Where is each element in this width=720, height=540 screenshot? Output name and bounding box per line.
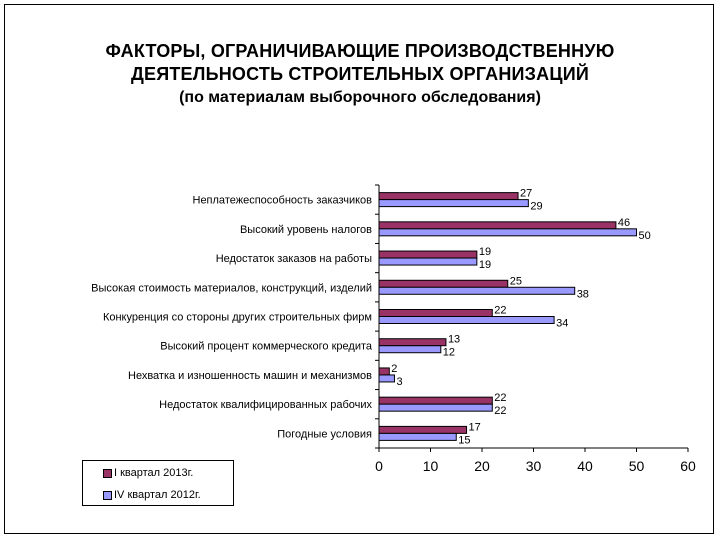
category-label: Высокая стоимость материалов, конструкци… (91, 282, 372, 294)
bar-series-2 (378, 257, 478, 266)
legend-item-series-2: IV квартал 2012г. (103, 489, 201, 501)
data-label-series-1: 22 (494, 305, 506, 317)
data-label-series-2: 34 (556, 318, 568, 330)
bar-series-1 (378, 367, 390, 376)
bar-series-1 (378, 425, 468, 434)
data-label-series-1: 13 (448, 334, 460, 346)
data-label-series-2: 19 (479, 259, 491, 271)
x-tick-label: 20 (474, 458, 490, 474)
category-label: Недостаток заказов на работы (216, 253, 372, 265)
x-tick-label: 30 (526, 458, 542, 474)
category-label: Погодные условия (277, 428, 372, 440)
bar-series-2 (378, 199, 529, 208)
data-label-series-1: 46 (618, 217, 630, 229)
chart-title-line-1: ФАКТОРЫ, ОГРАНИЧИВАЮЩИЕ ПРОИЗВОДСТВЕННУЮ (105, 41, 615, 61)
chart-subtitle: (по материалам выборочного обследования) (179, 89, 541, 106)
legend-label-series-2: IV квартал 2012г. (114, 489, 201, 501)
category-label: Высокий уровень налогов (240, 224, 372, 236)
data-label-series-1: 2 (391, 363, 397, 375)
bar-series-1 (378, 396, 493, 405)
data-label-series-1: 27 (520, 188, 532, 200)
bar-series-1 (378, 279, 509, 288)
slide-frame (4, 4, 714, 534)
bar-series-1 (378, 338, 447, 347)
data-label-series-1: 22 (494, 392, 506, 404)
bar-series-1 (378, 192, 519, 201)
data-label-series-2: 38 (577, 288, 589, 300)
bar-series-2 (378, 345, 442, 354)
data-label-series-2: 29 (530, 201, 542, 213)
category-label: Высокий процент коммерческого кредита (160, 341, 373, 353)
chart-title: ФАКТОРЫ, ОГРАНИЧИВАЮЩИЕ ПРОИЗВОДСТВЕННУЮ… (0, 40, 720, 109)
data-label-series-1: 19 (479, 246, 491, 258)
category-label: Конкуренция со стороны других строительн… (103, 312, 372, 324)
x-tick-label: 40 (577, 458, 593, 474)
data-label-series-1: 17 (469, 421, 481, 433)
bar-series-2 (378, 228, 637, 237)
bar-series-2 (378, 286, 576, 295)
legend: I квартал 2013г. IV квартал 2012г. (82, 460, 234, 506)
legend-label-series-1: I квартал 2013г. (114, 467, 194, 479)
bar-series-2 (378, 432, 457, 441)
data-label-series-2: 50 (639, 230, 651, 242)
bar-series-2 (378, 374, 395, 383)
legend-swatch-series-2 (103, 490, 112, 500)
category-label: Недостаток квалифицированных рабочих (159, 399, 372, 411)
bar-series-2 (378, 403, 493, 412)
data-label-series-1: 25 (510, 275, 522, 287)
category-label: Нехватка и изношенность машин и механизм… (128, 370, 372, 382)
category-label: Неплатежеспособность заказчиков (193, 195, 373, 207)
bar-series-1 (378, 221, 617, 230)
bar-series-1 (378, 309, 493, 317)
x-tick-label: 0 (375, 458, 383, 474)
chart-title-line-2: ДЕЯТЕЛЬНОСТЬ СТРОИТЕЛЬНЫХ ОРГАНИЗАЦИЙ (131, 64, 589, 84)
x-tick-label: 10 (423, 458, 439, 474)
legend-item-series-1: I квартал 2013г. (103, 467, 193, 479)
data-label-series-2: 22 (494, 405, 506, 417)
bar-series-1 (378, 250, 478, 259)
data-label-series-2: 3 (396, 376, 402, 388)
legend-swatch-series-1 (103, 468, 112, 478)
x-tick-label: 50 (629, 458, 645, 474)
data-label-series-2: 15 (458, 434, 470, 446)
data-label-series-2: 12 (443, 347, 455, 359)
bar-series-2 (378, 316, 555, 324)
x-tick-label: 60 (680, 458, 696, 474)
